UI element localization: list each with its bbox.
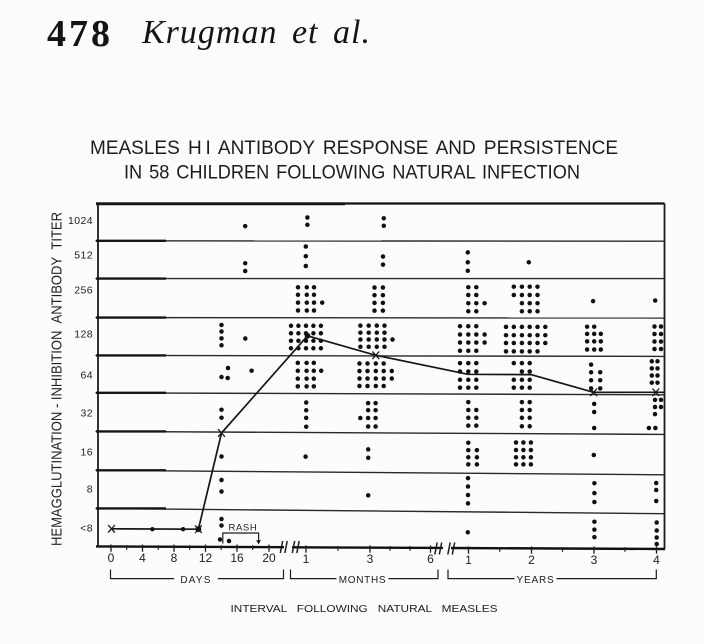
svg-text:4: 4 xyxy=(653,553,660,567)
svg-text:8: 8 xyxy=(171,551,178,565)
svg-text:20: 20 xyxy=(262,551,276,565)
svg-text:1: 1 xyxy=(303,552,310,566)
svg-text:8: 8 xyxy=(87,484,93,496)
svg-text:<8: <8 xyxy=(80,523,93,535)
svg-text:256: 256 xyxy=(74,285,93,297)
svg-text:MONTHS: MONTHS xyxy=(339,575,387,586)
svg-text:INTERVAL FOLLOWING NATURAL MEA: INTERVAL FOLLOWING NATURAL MEASLES xyxy=(231,603,498,615)
svg-text:1024: 1024 xyxy=(68,215,93,227)
svg-text:4: 4 xyxy=(139,551,146,565)
svg-text:6: 6 xyxy=(427,552,434,566)
svg-text:DAYS: DAYS xyxy=(180,575,211,586)
svg-text:MEASLES H I ANTIBODY RESPONSE: MEASLES H I ANTIBODY RESPONSE AND PERSIS… xyxy=(90,137,618,159)
svg-text:0: 0 xyxy=(108,551,115,565)
svg-text:RASH: RASH xyxy=(229,523,258,534)
svg-text:16: 16 xyxy=(81,447,93,459)
svg-text:2: 2 xyxy=(528,553,535,567)
svg-text:HEMAGGLUTINATION - INHIBITION: HEMAGGLUTINATION - INHIBITION ANTIBODY T… xyxy=(50,212,66,546)
svg-text:64: 64 xyxy=(81,370,93,382)
svg-text:16: 16 xyxy=(230,551,244,565)
svg-text:YEARS: YEARS xyxy=(517,575,555,586)
svg-text:1: 1 xyxy=(465,553,472,567)
svg-text:3: 3 xyxy=(367,552,374,566)
svg-text:32: 32 xyxy=(81,408,93,420)
svg-text:512: 512 xyxy=(74,250,93,262)
svg-text:3: 3 xyxy=(591,553,598,567)
svg-text:IN 58 CHILDREN FOLLOWING NATUR: IN 58 CHILDREN FOLLOWING NATURAL INFECTI… xyxy=(124,161,580,183)
svg-text:12: 12 xyxy=(199,551,213,565)
svg-text:128: 128 xyxy=(74,329,93,341)
